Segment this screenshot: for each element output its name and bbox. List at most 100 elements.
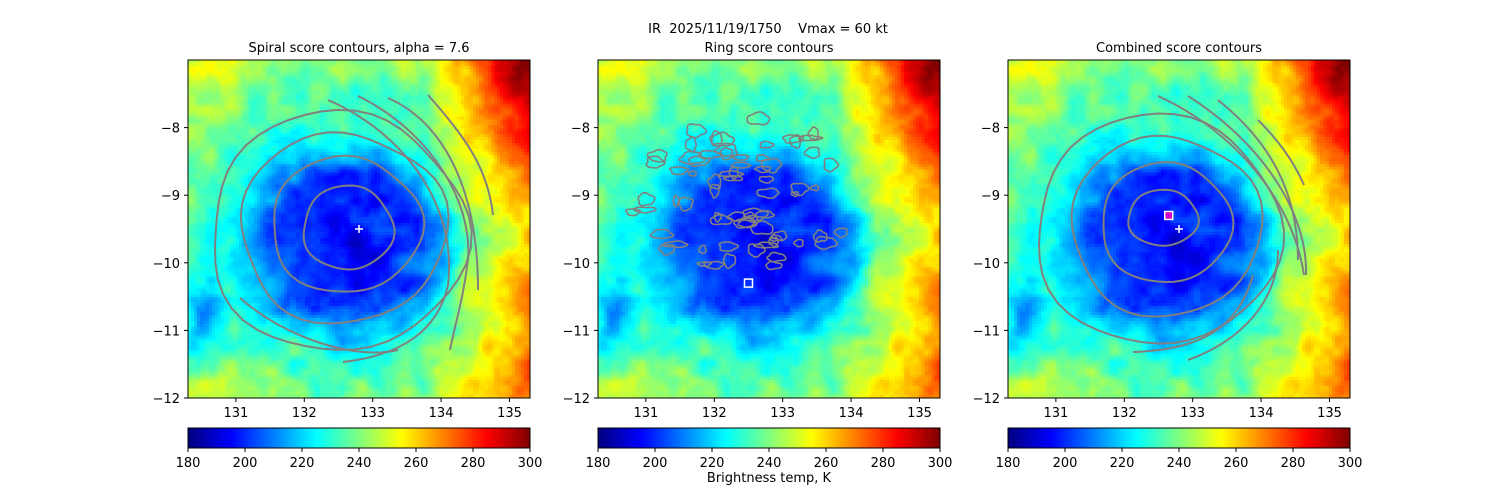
- y-tick-label: −9: [571, 189, 590, 204]
- y-tick-label: −8: [161, 122, 180, 137]
- y-tick-label: −10: [563, 257, 590, 272]
- colorbar-tick-label: 200: [643, 456, 668, 471]
- x-tick-label: 133: [770, 406, 795, 421]
- axes-frame: [597, 59, 941, 399]
- colorbar-gradient: [1008, 428, 1350, 448]
- colorbar-label: Brightness temp, K: [706, 471, 832, 486]
- contour-layer: [624, 111, 848, 271]
- y-tick-label: −10: [973, 257, 1000, 272]
- ring-contour: [743, 211, 756, 220]
- x-tick-label: 135: [497, 406, 522, 421]
- ring-contour: [726, 211, 747, 222]
- y-tick-label: −9: [161, 189, 180, 204]
- contour-layer: [1037, 95, 1308, 361]
- ring-contour: [807, 126, 820, 141]
- combined-contour: [1187, 95, 1308, 276]
- colorbar-1: 180 200 220 240 260 280 300: [176, 427, 543, 471]
- spiral-contour: [357, 95, 470, 351]
- combined-contour: [1102, 160, 1235, 284]
- ring-contour: [722, 252, 737, 270]
- panel-title: Combined score contours: [1096, 41, 1262, 56]
- colorbar-tick-label: 300: [928, 456, 953, 471]
- colorbar-tick-label: 280: [461, 456, 486, 471]
- panel-2: Ring score contours 131 132 133 134 135 −8 −9 −1…: [563, 41, 941, 421]
- spiral-contour: [239, 131, 450, 325]
- ring-contour: [677, 196, 694, 212]
- ring-contour: [790, 190, 800, 198]
- spiral-contour: [273, 154, 426, 293]
- spiral-contour: [387, 97, 479, 291]
- colorbar-tick-label: 240: [1167, 456, 1192, 471]
- ring-contour: [687, 170, 698, 177]
- ring-contour: [645, 155, 666, 169]
- ring-center-marker: [1163, 210, 1174, 221]
- x-tick-label: 134: [1249, 406, 1274, 421]
- y-tick-label: −12: [973, 392, 1000, 407]
- ring-contour: [746, 111, 771, 126]
- x-tick-label: 132: [1112, 406, 1137, 421]
- ring-contour: [730, 161, 752, 169]
- colorbar-tick-label: 300: [518, 456, 543, 471]
- colorbar-tick-label: 240: [347, 456, 372, 471]
- ring-contour: [781, 134, 805, 144]
- ring-contour: [823, 157, 840, 173]
- ring-contour: [678, 150, 706, 165]
- colorbar-tick-label: 220: [1110, 456, 1135, 471]
- ring-contour: [668, 165, 690, 176]
- ring-contour: [709, 213, 733, 226]
- ring-contour: [756, 187, 780, 199]
- ring-contour: [798, 134, 824, 142]
- spiral-center-marker: [1175, 225, 1183, 233]
- x-tick-label: 134: [429, 406, 454, 421]
- x-tick-label: 133: [360, 406, 385, 421]
- ring-contour: [814, 235, 838, 251]
- ring-contour: [792, 238, 804, 248]
- ring-contour: [730, 153, 750, 161]
- y-tick-label: −8: [571, 122, 590, 137]
- ring-contour: [698, 244, 707, 255]
- combined-contour: [1187, 249, 1279, 361]
- colorbar-2: 180 200 220 240 260 280 300: [586, 427, 953, 471]
- ring-contour: [752, 241, 780, 249]
- ring-contour: [713, 212, 722, 223]
- ring-contour: [637, 191, 656, 207]
- ring-contour: [753, 210, 776, 219]
- colorbar-tick-label: 180: [996, 456, 1021, 471]
- ring-contour: [747, 243, 766, 258]
- ring-contour: [649, 228, 675, 240]
- colorbar-tick-label: 260: [1224, 456, 1249, 471]
- panel-title: Spiral score contours, alpha = 7.6: [248, 41, 469, 56]
- spiral-contour: [327, 99, 451, 363]
- colorbar-tick-label: 260: [814, 456, 839, 471]
- ring-contour: [709, 129, 723, 145]
- ring-contour: [766, 251, 787, 263]
- ring-contour: [765, 260, 783, 271]
- colorbar-tick-label: 180: [586, 456, 611, 471]
- ring-contour: [646, 148, 668, 163]
- ring-contour: [790, 182, 810, 197]
- x-tick-label: 133: [1180, 406, 1205, 421]
- axes-frame: [187, 59, 531, 399]
- colorbar-tick-label: 220: [700, 456, 725, 471]
- colorbar-tick-label: 280: [871, 456, 896, 471]
- ring-contour: [662, 240, 689, 249]
- combined-contour: [1127, 188, 1200, 247]
- x-tick-label: 131: [1043, 406, 1068, 421]
- x-tick-label: 132: [702, 406, 727, 421]
- x-tick-label: 132: [292, 406, 317, 421]
- colorbar-gradient: [598, 428, 940, 448]
- y-tick-label: −11: [153, 324, 180, 339]
- y-tick-label: −10: [153, 257, 180, 272]
- combined-contour: [1132, 274, 1254, 353]
- x-tick-label: 135: [1317, 406, 1342, 421]
- ring-contour: [754, 165, 772, 174]
- combined-contour: [1070, 134, 1264, 318]
- ring-contour: [714, 142, 738, 158]
- ring-contour: [812, 229, 828, 243]
- ring-contour: [710, 131, 736, 147]
- spiral-center-marker: [355, 225, 363, 233]
- ring-contour: [809, 184, 820, 192]
- combined-contour: [1257, 119, 1305, 186]
- colorbar-tick-label: 180: [176, 456, 201, 471]
